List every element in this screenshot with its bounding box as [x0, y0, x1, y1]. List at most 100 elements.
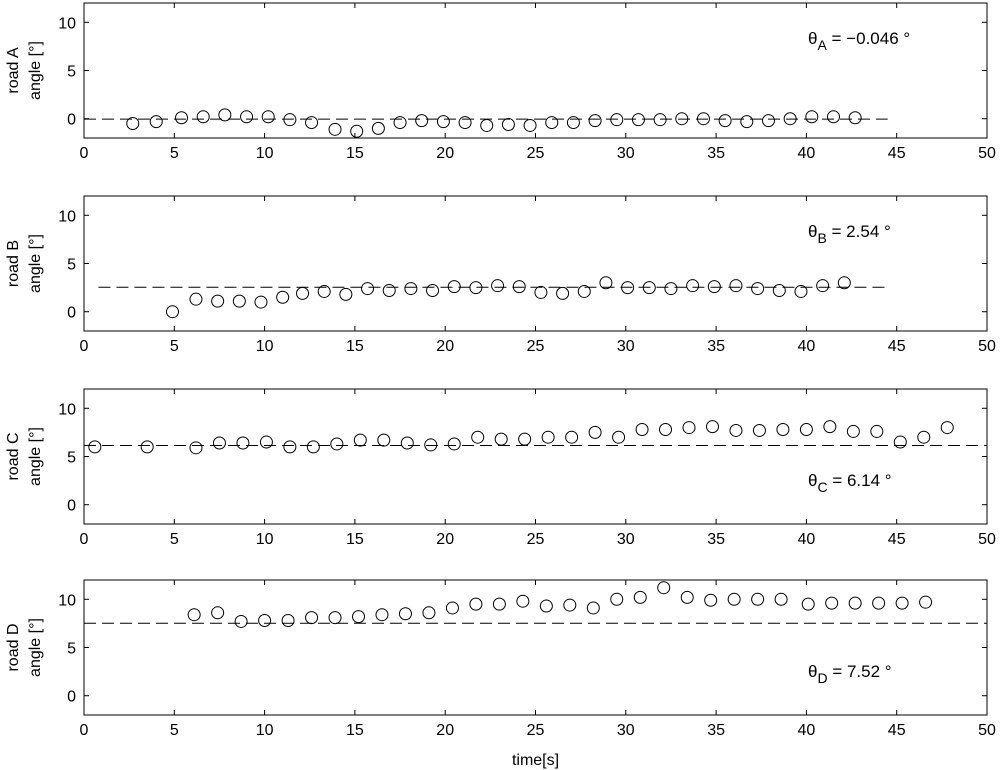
data-point — [680, 590, 694, 604]
x-tick-label: 30 — [617, 145, 635, 162]
y-axis-label-unit: angle [°] — [27, 41, 44, 100]
data-point — [893, 435, 907, 449]
data-point — [306, 440, 320, 454]
data-point — [240, 110, 254, 124]
data-point — [236, 436, 250, 450]
data-point — [328, 122, 342, 136]
data-point — [196, 110, 210, 124]
x-axis-label: time[s] — [512, 752, 559, 769]
data-point — [149, 115, 163, 129]
data-point — [895, 596, 909, 610]
y-axis-label-unit: angle [°] — [27, 618, 44, 677]
data-point — [404, 282, 418, 296]
data-point — [659, 423, 673, 436]
data-point — [328, 611, 342, 625]
data-point — [805, 110, 819, 124]
data-point — [445, 601, 459, 615]
data-point — [588, 425, 602, 439]
x-tick-label: 10 — [256, 145, 274, 162]
data-point — [447, 280, 461, 294]
y-tick-label: 5 — [67, 64, 76, 81]
data-point — [588, 114, 602, 128]
data-point — [837, 276, 851, 290]
data-point — [801, 597, 815, 611]
data-point — [382, 284, 396, 297]
data-point — [415, 114, 429, 128]
data-point — [175, 111, 189, 125]
theta-value: = 6.14 ° — [828, 471, 892, 490]
data-point — [400, 436, 414, 450]
data-point — [752, 423, 766, 437]
subplot-2: 0 5 10 15 20 25 30 35 40 45 50 0 5 10 road C angle [°] θ… — [5, 388, 996, 548]
y-tick-label: 10 — [58, 401, 76, 418]
x-tick-label: 40 — [798, 531, 816, 548]
theta-value: = 2.54 ° — [827, 222, 891, 241]
x-tick-label: 45 — [888, 145, 906, 162]
data-point — [631, 113, 645, 127]
data-point — [718, 114, 732, 128]
data-point — [232, 294, 246, 308]
data-point — [751, 592, 765, 606]
x-tick-label: 20 — [436, 145, 454, 162]
data-point — [917, 430, 931, 444]
theta-annotation: θA = −0.046 ° — [808, 29, 910, 53]
data-point — [501, 118, 515, 131]
data-point — [352, 610, 366, 624]
data-point — [799, 423, 813, 436]
data-point — [848, 596, 862, 610]
data-point — [393, 116, 407, 130]
data-point — [696, 112, 710, 126]
data-point — [825, 596, 839, 610]
x-tick-label: 50 — [978, 531, 996, 548]
y-axis-label: road A — [5, 47, 22, 94]
theta-subscript: A — [817, 37, 827, 53]
x-tick-label: 10 — [256, 531, 274, 548]
x-tick-label: 30 — [617, 531, 635, 548]
data-point — [339, 287, 353, 301]
data-point — [126, 117, 140, 131]
data-point — [707, 280, 721, 294]
x-tick-label: 50 — [978, 338, 996, 355]
data-point — [919, 595, 933, 609]
data-point — [276, 290, 290, 304]
data-point — [234, 614, 248, 628]
data-point — [599, 276, 613, 290]
theta-symbol: θ — [808, 662, 817, 681]
data-point — [512, 280, 526, 294]
data-point — [776, 423, 790, 436]
x-tick-label: 25 — [527, 338, 545, 355]
y-axis-label: road B — [5, 240, 22, 287]
x-tick-label: 25 — [527, 722, 545, 739]
x-tick-label: 40 — [798, 722, 816, 739]
data-point — [635, 423, 649, 436]
data-point — [774, 592, 788, 606]
data-point — [826, 110, 840, 124]
data-point — [88, 440, 102, 454]
data-point — [447, 437, 461, 451]
data-point — [545, 116, 559, 130]
data-point — [371, 121, 385, 135]
data-point — [218, 108, 232, 122]
data-point — [211, 294, 225, 308]
subplot-1: 0 5 10 15 20 25 30 35 40 45 50 0 5 10 road B angle [°] θ… — [5, 195, 996, 355]
data-point — [330, 437, 344, 451]
data-point — [398, 607, 412, 621]
y-tick-label: 10 — [58, 15, 76, 32]
data-point — [458, 116, 472, 130]
data-point — [633, 590, 647, 604]
x-tick-label: 5 — [170, 722, 179, 739]
theta-subscript: B — [817, 230, 826, 246]
data-point — [823, 420, 837, 434]
data-point — [621, 281, 635, 295]
data-point — [165, 305, 179, 319]
x-tick-label: 0 — [80, 722, 89, 739]
y-tick-label: 5 — [67, 641, 76, 658]
y-tick-label: 0 — [67, 498, 76, 515]
data-point — [686, 279, 700, 293]
x-tick-label: 30 — [617, 338, 635, 355]
data-point — [258, 614, 272, 627]
data-point — [492, 597, 506, 611]
data-point — [586, 601, 600, 615]
y-axis-label-unit: angle [°] — [27, 427, 44, 486]
